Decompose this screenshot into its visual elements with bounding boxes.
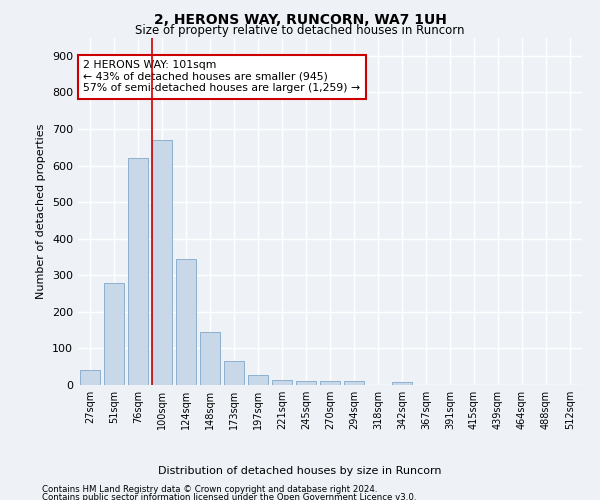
Bar [392, 382, 412, 385]
Text: Contains public sector information licensed under the Open Government Licence v3: Contains public sector information licen… [42, 493, 416, 500]
Y-axis label: Number of detached properties: Number of detached properties [37, 124, 46, 299]
Bar [272, 380, 292, 385]
Text: 2, HERONS WAY, RUNCORN, WA7 1UH: 2, HERONS WAY, RUNCORN, WA7 1UH [154, 12, 446, 26]
Text: Size of property relative to detached houses in Runcorn: Size of property relative to detached ho… [135, 24, 465, 37]
Bar [320, 382, 340, 385]
Bar [248, 375, 268, 385]
Bar [200, 332, 220, 385]
Bar [176, 259, 196, 385]
Bar [152, 140, 172, 385]
Bar [344, 382, 364, 385]
Text: 2 HERONS WAY: 101sqm
← 43% of detached houses are smaller (945)
57% of semi-deta: 2 HERONS WAY: 101sqm ← 43% of detached h… [83, 60, 360, 94]
Bar [296, 382, 316, 385]
Text: Distribution of detached houses by size in Runcorn: Distribution of detached houses by size … [158, 466, 442, 476]
Text: Contains HM Land Registry data © Crown copyright and database right 2024.: Contains HM Land Registry data © Crown c… [42, 485, 377, 494]
Bar [128, 158, 148, 385]
Bar [80, 370, 100, 385]
Bar [104, 282, 124, 385]
Bar [224, 361, 244, 385]
